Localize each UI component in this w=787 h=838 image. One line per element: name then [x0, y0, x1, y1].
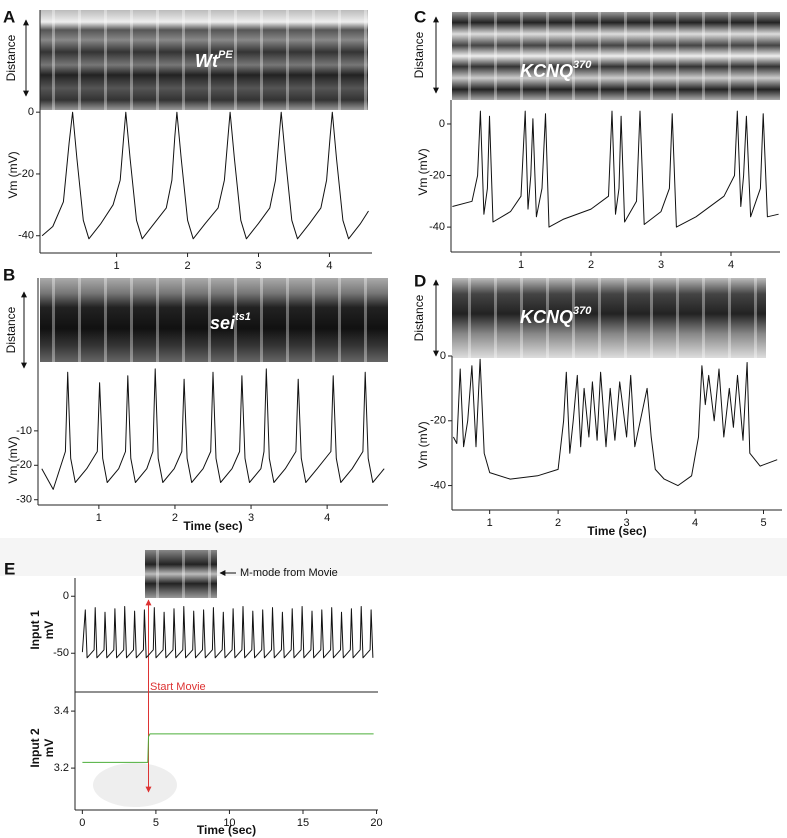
x-tick-label: 1 [114, 260, 120, 272]
distance-label: Distance [412, 31, 426, 78]
y-tick-label: 0 [439, 118, 445, 130]
x-tick-label: 2 [172, 512, 178, 524]
label-base: KCNQ [520, 61, 573, 81]
band [0, 538, 787, 576]
x-tick-label: 5 [760, 517, 766, 529]
y-axis-label: Vm (mV) [416, 421, 430, 468]
x-tick-label: 2 [184, 260, 190, 272]
label-sup: 370 [573, 59, 592, 71]
kymograph-overlay [40, 278, 388, 362]
y-tick-label: -40 [430, 479, 446, 491]
y-tick-label: -20 [430, 415, 446, 427]
trace [452, 358, 778, 487]
kymograph-label: KCNQ370 [520, 59, 592, 81]
y-tick-label: 0 [63, 590, 69, 602]
y-axis-label: mV [42, 621, 56, 640]
start-label: Start Movie [150, 681, 206, 693]
y-axis-label: mV [42, 739, 56, 758]
x-tick-label: 2 [588, 259, 594, 271]
distance-label: Distance [4, 34, 18, 81]
x-tick-label: 4 [728, 259, 734, 271]
y-tick-label: -40 [18, 230, 34, 242]
x-tick-label: 3 [624, 517, 630, 529]
y-tick-label: -20 [429, 169, 445, 181]
trace [82, 733, 374, 763]
y-tick-label: -20 [16, 459, 32, 471]
kymograph-overlay [452, 278, 766, 358]
label-sup: 370 [573, 305, 592, 317]
kymograph-overlay [145, 550, 217, 598]
y-axis-label: Vm (mV) [6, 436, 20, 483]
x-tick-label: 1 [96, 512, 102, 524]
kymograph-label: seits1 [210, 311, 251, 333]
distance-label: Distance [412, 294, 426, 341]
panel-letter: B [3, 265, 15, 284]
x-axis-label: Time (sec) [197, 823, 256, 837]
y-tick-label: -10 [16, 425, 32, 437]
y-tick-label: -40 [429, 221, 445, 233]
blob [93, 763, 177, 807]
panel-letter: D [414, 271, 426, 290]
x-tick-label: 3 [248, 512, 254, 524]
label-base: KCNQ [520, 307, 573, 327]
y-axis-label: Vm (mV) [6, 151, 20, 198]
kymograph-label: KCNQ370 [520, 305, 592, 327]
x-tick-label: 15 [297, 817, 309, 829]
kymograph-overlay [452, 12, 780, 100]
label-sup: PE [218, 49, 233, 61]
panel-letter: C [414, 7, 426, 26]
x-tick-label: 5 [153, 817, 159, 829]
y-tick-label: -20 [18, 168, 34, 180]
x-tick-label: 3 [255, 260, 261, 272]
x-axis-label: Time (sec) [587, 524, 646, 538]
x-tick-label: 1 [487, 517, 493, 529]
mmode-label: M-mode from Movie [240, 567, 338, 579]
trace [81, 606, 374, 659]
y-tick-label: 3.2 [54, 762, 69, 774]
x-tick-label: 1 [518, 259, 524, 271]
x-tick-label: 3 [658, 259, 664, 271]
trace [452, 110, 779, 228]
distance-label: Distance [4, 306, 18, 353]
y-tick-label: 0 [440, 350, 446, 362]
x-tick-label: 4 [692, 517, 698, 529]
y-axis-label: Vm (mV) [416, 148, 430, 195]
trace [41, 368, 385, 490]
kymograph-overlay [40, 10, 368, 110]
x-tick-label: 10 [223, 817, 235, 829]
x-tick-label: 0 [79, 817, 85, 829]
y-axis-label: Input 1 [28, 610, 42, 650]
panel-letter: E [4, 559, 15, 578]
y-tick-label: 0 [28, 106, 34, 118]
y-axis-label: Input 2 [28, 728, 42, 768]
y-tick-label: -50 [53, 647, 69, 659]
y-tick-label: -30 [16, 494, 32, 506]
x-axis-label: Time (sec) [183, 519, 242, 533]
label-base: Wt [195, 51, 219, 71]
x-tick-label: 2 [555, 517, 561, 529]
y-tick-label: 3.4 [54, 705, 69, 717]
label-sup: ts1 [235, 311, 251, 323]
x-tick-label: 4 [324, 512, 330, 524]
kymograph-label: WtPE [195, 49, 233, 71]
trace [41, 111, 369, 240]
x-tick-label: 20 [370, 817, 382, 829]
panel-letter: A [3, 7, 15, 26]
x-tick-label: 4 [326, 260, 332, 272]
label-base: sei [210, 313, 236, 333]
